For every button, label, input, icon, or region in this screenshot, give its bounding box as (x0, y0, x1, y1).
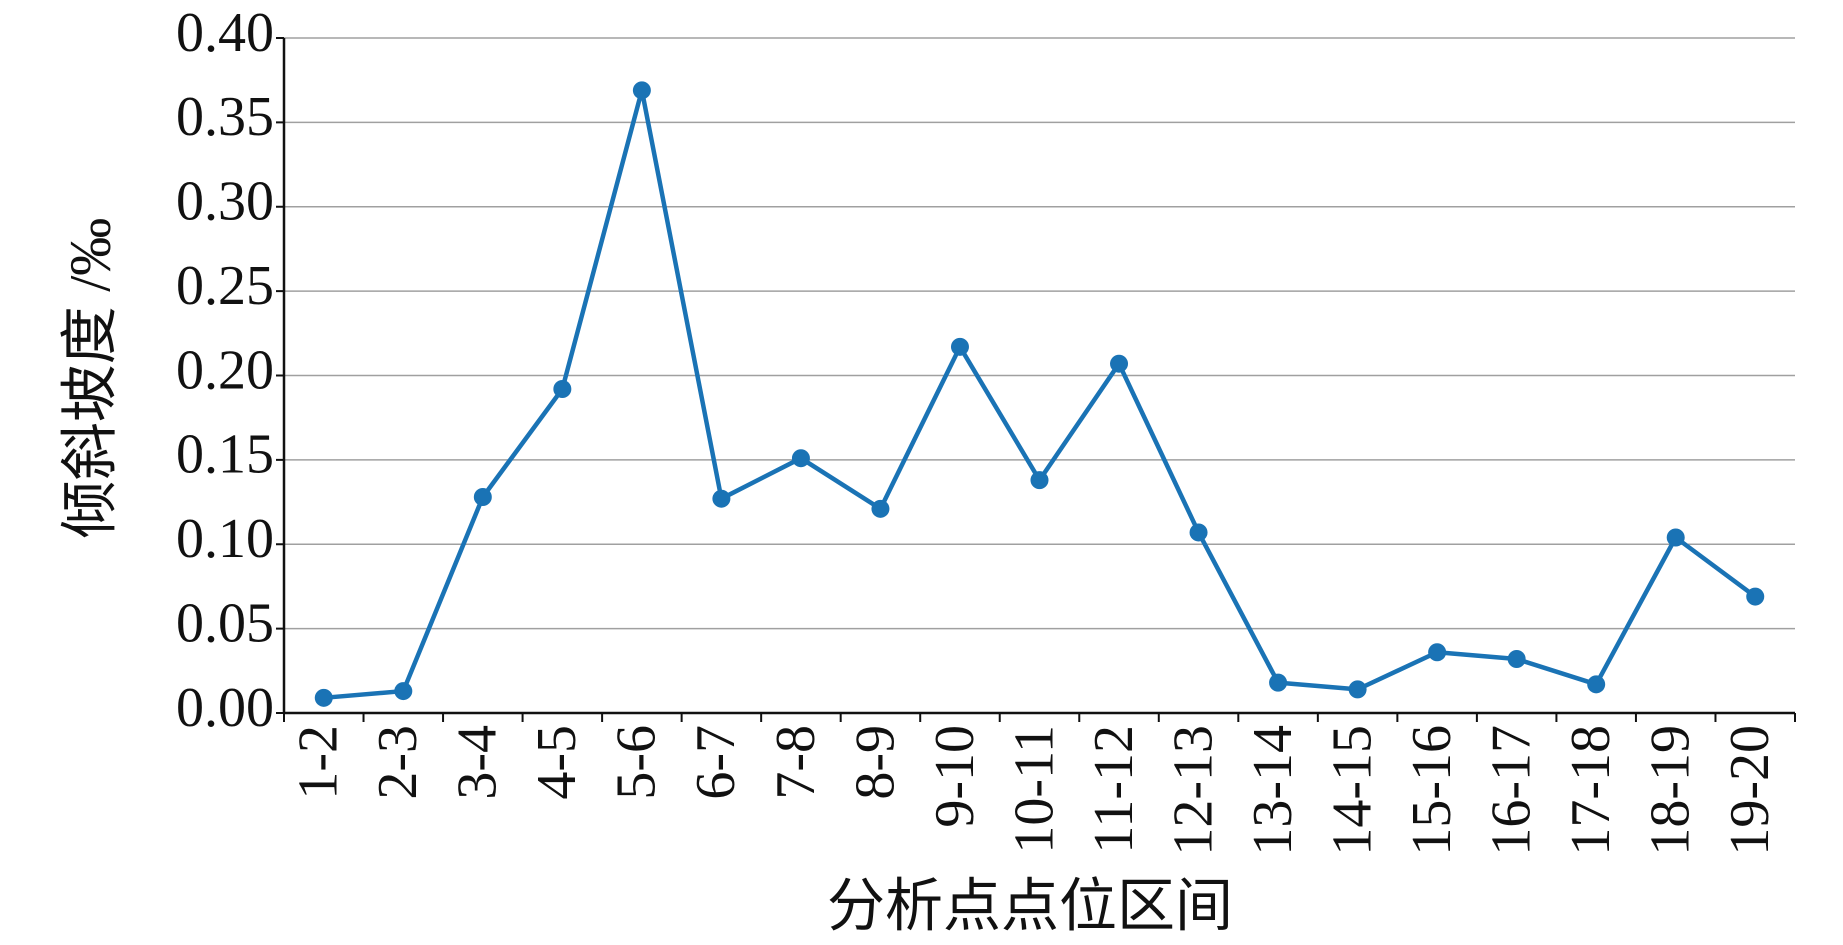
y-axis-title: 倾斜坡度 /‰ (57, 218, 122, 539)
point (632, 81, 651, 100)
x-axis-title: 分析点点位区间 (827, 873, 1233, 938)
x-tick-label: 1-2 (288, 725, 350, 800)
y-tick-label: 0.15 (176, 424, 274, 486)
y-tick-label: 0.10 (176, 508, 274, 570)
x-tick-label: 16-17 (1481, 725, 1543, 856)
point (1587, 675, 1606, 694)
point (712, 489, 731, 508)
y-tick-label: 0.35 (176, 86, 274, 148)
x-tick-label: 19-20 (1719, 725, 1781, 856)
point (871, 499, 890, 518)
x-tick-label: 18-19 (1640, 725, 1702, 856)
y-tick-label: 0.20 (176, 339, 274, 401)
point (1428, 643, 1447, 662)
point (1030, 471, 1049, 490)
point (1348, 680, 1367, 699)
x-tick-label: 17-18 (1560, 725, 1622, 856)
x-tick-label: 10-11 (1003, 725, 1065, 854)
point (1507, 650, 1526, 668)
x-tick-label: 12-13 (1162, 725, 1224, 856)
x-tick-label: 13-14 (1242, 725, 1304, 856)
point (791, 449, 810, 468)
point (1189, 523, 1208, 542)
point (1746, 587, 1765, 606)
x-tick-label: 9-10 (924, 725, 986, 828)
y-tick-label: 0.00 (176, 677, 274, 739)
x-tick-label: 5-6 (606, 725, 668, 800)
point (950, 337, 969, 356)
x-tick-label: 8-9 (844, 725, 906, 800)
x-tick-label: 14-15 (1321, 725, 1383, 856)
point (473, 488, 492, 506)
x-tick-label: 7-8 (765, 725, 827, 800)
x-tick-label: 11-12 (1083, 725, 1145, 854)
y-tick-label: 0.40 (176, 2, 274, 64)
line (323, 88, 1757, 701)
x-tick-label: 3-4 (447, 725, 509, 800)
point (1110, 354, 1129, 373)
y-tick-label: 0.05 (176, 592, 274, 654)
point (394, 682, 413, 701)
point (314, 688, 333, 707)
y-tick-label: 0.30 (176, 171, 274, 233)
y-tick-label: 0.25 (176, 255, 274, 317)
x-tick-label: 6-7 (685, 725, 747, 800)
point (553, 380, 572, 398)
x-tick-label: 15-16 (1401, 725, 1463, 856)
point (1269, 673, 1288, 692)
x-tick-label: 4-5 (526, 725, 588, 800)
point (1666, 528, 1685, 547)
x-tick-label: 2-3 (367, 725, 429, 800)
